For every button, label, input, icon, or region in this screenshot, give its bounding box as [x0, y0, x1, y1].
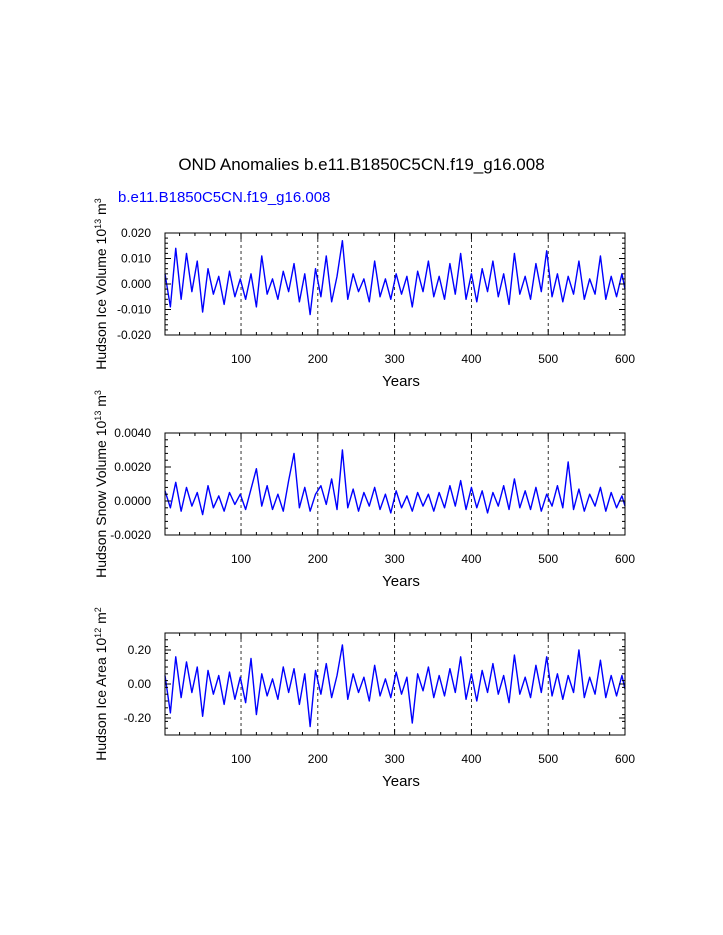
x-tick-label: 200: [308, 352, 328, 366]
y-tick-label: 0.0040: [114, 426, 151, 440]
y-axis-title-exponent: 3: [93, 390, 103, 395]
y-axis-title: Hudson Ice Volume 1013 m3: [93, 198, 109, 369]
chart-panel-snow-volume: 100 200 300 400 500 600 -0.0020 0.0000 0.0020 0.0…: [93, 390, 635, 590]
y-tick-label: 0.20: [128, 643, 152, 657]
y-axis-title-exponent: 3: [93, 198, 103, 203]
x-tick-label: 400: [461, 552, 481, 566]
x-tick-label: 300: [385, 352, 405, 366]
x-tick-label: 400: [461, 752, 481, 766]
x-axis-title: Years: [382, 573, 420, 590]
x-tick-label: 500: [538, 552, 558, 566]
y-tick-label: -0.0020: [110, 528, 151, 542]
x-tick-label: 300: [385, 552, 405, 566]
y-axis-title-text: m: [93, 612, 109, 628]
y-axis-title: Hudson Ice Area 1012 m2: [93, 607, 109, 761]
series-line-ice-area: [164, 644, 626, 728]
y-axis-title-text: m: [93, 395, 109, 411]
series-label: b.e11.B1850C5CN.f19_g16.008: [118, 189, 331, 206]
y-tick-label: -0.010: [117, 303, 151, 317]
chart-title: OND Anomalies b.e11.B1850C5CN.f19_g16.00…: [178, 155, 545, 174]
y-axis-title-text: Hudson Ice Volume 10: [93, 229, 109, 370]
y-tick-label: 0.0000: [114, 494, 151, 508]
y-axis-title: Hudson Snow Volume 1013 m3: [93, 390, 109, 578]
y-tick-label: -0.20: [124, 711, 152, 725]
x-tick-label: 100: [231, 752, 251, 766]
x-axis-title: Years: [382, 373, 420, 390]
x-tick-label: 600: [615, 352, 635, 366]
y-tick-label: 0.00: [128, 677, 152, 691]
chart-panel-ice-volume: 100 200 300 400 500 600 -0.020 -0.010 0.000 0.010…: [93, 198, 635, 390]
y-tick-label: 0.020: [121, 226, 151, 240]
x-tick-label: 500: [538, 352, 558, 366]
y-axis-title-text: Hudson Ice Area 10: [93, 638, 109, 761]
x-tick-label: 600: [615, 552, 635, 566]
series-line-ice-volume: [164, 239, 626, 316]
x-tick-label: 500: [538, 752, 558, 766]
y-tick-label: 0.0020: [114, 460, 151, 474]
chart-panel-ice-area: 100 200 300 400 500 600 -0.20 0.00 0.20 Years Huds…: [93, 607, 635, 790]
y-axis-title-text: Hudson Snow Volume 10: [93, 420, 109, 577]
series-line-snow-volume: [164, 449, 626, 516]
x-tick-label: 300: [385, 752, 405, 766]
y-axis-title-exponent: 12: [93, 628, 103, 638]
y-axis-title-exponent: 13: [93, 411, 103, 421]
y-tick-label: 0.010: [121, 252, 151, 266]
y-tick-label: -0.020: [117, 328, 151, 342]
y-axis-title-exponent: 13: [93, 219, 103, 229]
x-tick-label: 400: [461, 352, 481, 366]
y-tick-label: 0.000: [121, 277, 151, 291]
y-axis-title-exponent: 2: [93, 607, 103, 612]
x-tick-label: 100: [231, 552, 251, 566]
x-tick-label: 200: [308, 752, 328, 766]
x-tick-label: 100: [231, 352, 251, 366]
y-axis-title-text: m: [93, 203, 109, 219]
x-axis-title: Years: [382, 773, 420, 790]
x-tick-label: 200: [308, 552, 328, 566]
x-tick-label: 600: [615, 752, 635, 766]
